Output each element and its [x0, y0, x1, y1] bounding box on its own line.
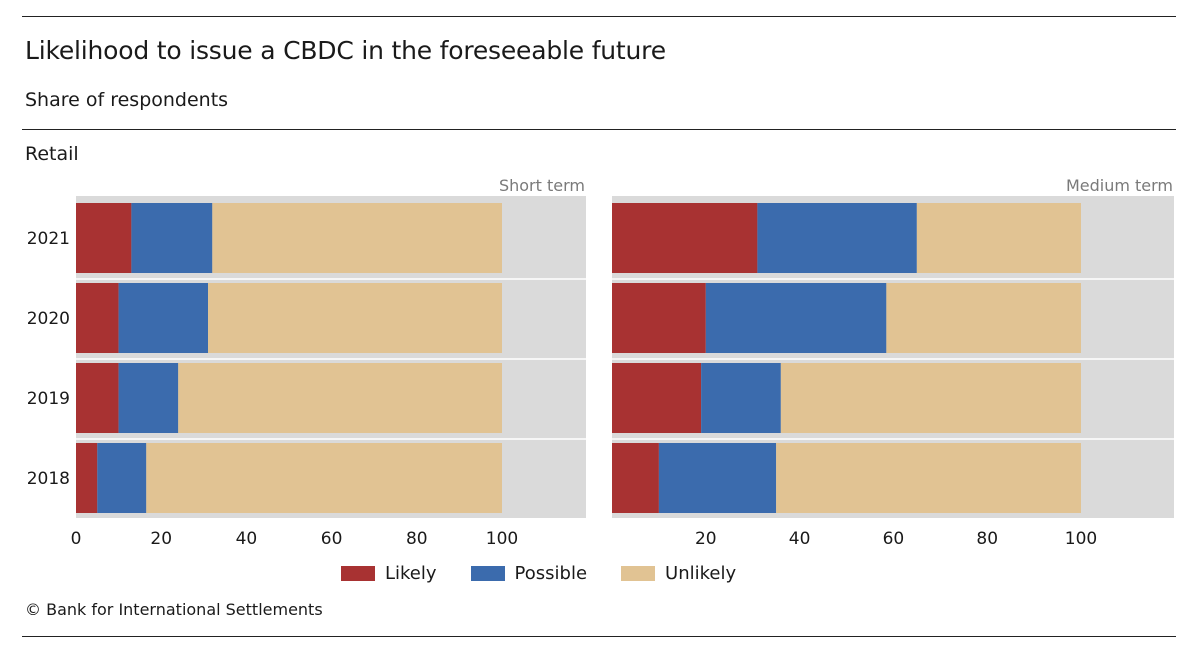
legend-label-unlikely: Unlikely	[665, 562, 737, 584]
bar-short-term-2018-possible	[97, 443, 147, 513]
bar-short-term-2021-unlikely	[212, 203, 502, 273]
legend-label-likely: Likely	[385, 562, 437, 584]
y-tick-label-2021: 2021	[27, 229, 70, 249]
legend-item-unlikely: Unlikely	[621, 563, 736, 584]
bar-short-term-2018-unlikely	[146, 443, 503, 513]
x-tick-label-short-term-0: 0	[71, 529, 82, 549]
footer-copyright: © Bank for International Settlements	[25, 600, 323, 619]
x-tick-label-medium-term-20: 20	[695, 529, 717, 549]
header-rule	[22, 129, 1176, 130]
bar-short-term-2018-likely	[76, 443, 98, 513]
bar-medium-term-2021-unlikely	[916, 203, 1081, 273]
panel-title-medium-term: Medium term	[1066, 176, 1173, 195]
chart-subtitle: Share of respondents	[25, 89, 229, 111]
legend-label-possible: Possible	[514, 562, 588, 584]
bar-medium-term-2019-possible	[701, 363, 781, 433]
x-tick-label-short-term-40: 40	[236, 529, 258, 549]
y-tick-label-2020: 2020	[27, 309, 70, 329]
x-tick-label-medium-term-80: 80	[976, 529, 998, 549]
bar-short-term-2019-unlikely	[178, 363, 503, 433]
panel-title-short-term: Short term	[499, 176, 585, 195]
bar-short-term-2021-possible	[131, 203, 213, 273]
bar-medium-term-2019-unlikely	[780, 363, 1081, 433]
legend: Likely Possible Unlikely	[341, 561, 770, 585]
top-rule	[22, 16, 1176, 17]
x-tick-label-short-term-20: 20	[150, 529, 172, 549]
bar-short-term-2020-likely	[76, 283, 119, 353]
x-tick-label-short-term-60: 60	[321, 529, 343, 549]
legend-swatch-possible	[470, 565, 505, 581]
x-tick-label-short-term-80: 80	[406, 529, 428, 549]
legend-swatch-unlikely	[621, 565, 656, 581]
bar-medium-term-2021-possible	[757, 203, 917, 273]
x-tick-label-medium-term-40: 40	[789, 529, 811, 549]
bar-medium-term-2018-likely	[612, 443, 659, 513]
chart-title: Likelihood to issue a CBDC in the forese…	[25, 36, 666, 65]
bar-short-term-2019-likely	[76, 363, 119, 433]
x-tick-label-medium-term-100: 100	[1065, 529, 1097, 549]
y-tick-label-2018: 2018	[27, 469, 70, 489]
bar-medium-term-2021-likely	[612, 203, 758, 273]
x-tick-label-short-term-100: 100	[486, 529, 518, 549]
bar-short-term-2019-possible	[118, 363, 179, 433]
bar-short-term-2020-unlikely	[208, 283, 502, 353]
bar-medium-term-2018-possible	[658, 443, 777, 513]
section-label: Retail	[25, 143, 79, 165]
bar-short-term-2020-possible	[118, 283, 209, 353]
bar-medium-term-2020-likely	[612, 283, 706, 353]
bar-short-term-2021-likely	[76, 203, 132, 273]
bar-medium-term-2020-unlikely	[886, 283, 1081, 353]
bar-medium-term-2018-unlikely	[776, 443, 1081, 513]
bottom-rule	[22, 636, 1176, 637]
y-tick-label-2019: 2019	[27, 389, 70, 409]
x-tick-label-medium-term-60: 60	[883, 529, 905, 549]
legend-item-likely: Likely	[341, 563, 437, 584]
legend-item-possible: Possible	[470, 562, 588, 584]
bar-medium-term-2019-likely	[612, 363, 702, 433]
bar-medium-term-2020-possible	[705, 283, 887, 353]
legend-swatch-likely	[341, 565, 375, 581]
